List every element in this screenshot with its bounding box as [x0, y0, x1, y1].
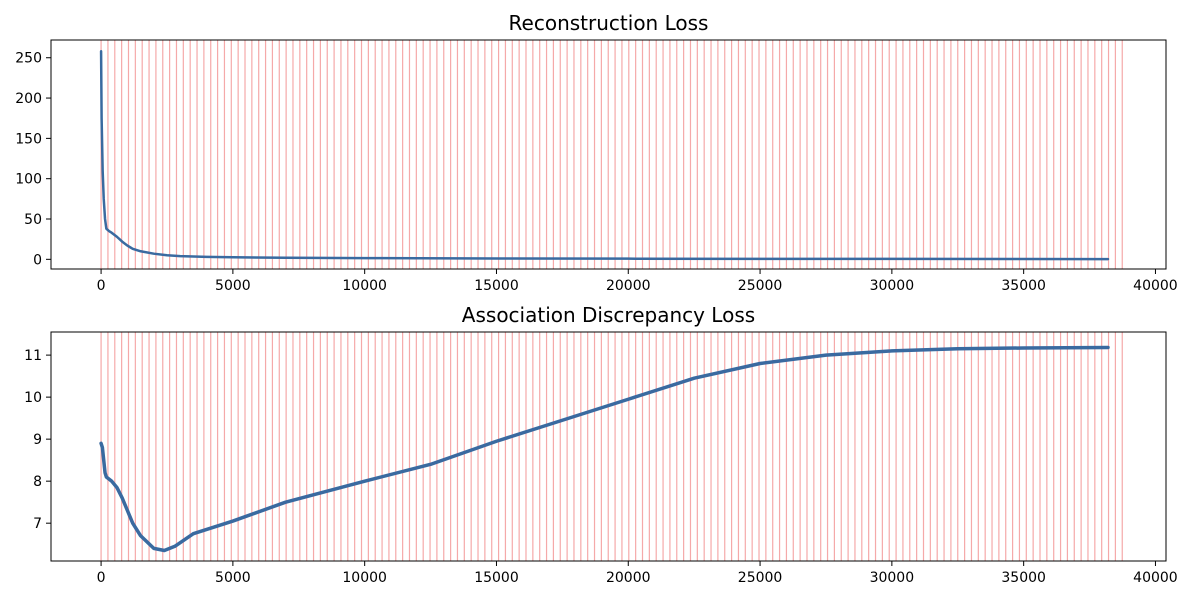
y-tick-label: 11 [24, 348, 42, 364]
x-tick-label: 5000 [215, 570, 251, 586]
chart-panel-2: Association Discrepancy Loss 0 5000 10000 15… [24, 303, 1178, 586]
y-tick-label: 0 [33, 252, 42, 268]
y-tick-label: 50 [24, 212, 42, 228]
axes-frame [50, 331, 1167, 562]
plot-area [99, 332, 1123, 561]
axes-frame [50, 39, 1167, 270]
plot-area [99, 40, 1123, 269]
y-tick-label: 7 [33, 516, 42, 532]
y-tick-label: 200 [15, 91, 42, 107]
x-tick-label: 0 [97, 278, 106, 294]
y-tick-label: 100 [15, 172, 42, 188]
y-tick-label: 9 [33, 432, 42, 448]
x-tick-label: 15000 [474, 570, 519, 586]
x-tick-label: 40000 [1133, 570, 1178, 586]
x-tick-label: 40000 [1133, 278, 1178, 294]
x-tick-label: 20000 [606, 570, 651, 586]
series-line-1 [99, 50, 1110, 261]
x-tick-label: 25000 [738, 278, 783, 294]
chart-title: Reconstruction Loss [509, 11, 709, 35]
chart-title: Association Discrepancy Loss [462, 303, 755, 327]
x-tick-label: 10000 [342, 570, 387, 586]
x-tick-label: 35000 [1001, 278, 1046, 294]
x-tick-label: 20000 [606, 278, 651, 294]
x-tick-label: 35000 [1001, 570, 1046, 586]
vertical-markers [100, 40, 1123, 269]
chart-panel-1: Reconstruction Loss 0 5000 10000 15000 20000 2… [15, 11, 1177, 294]
x-tick-label: 30000 [870, 278, 915, 294]
x-tick-label: 25000 [738, 570, 783, 586]
x-tick-label: 30000 [870, 570, 915, 586]
x-tick-label: 15000 [474, 278, 519, 294]
y-tick-label: 250 [15, 51, 42, 67]
x-tick-label: 10000 [342, 278, 387, 294]
y-tick-label: 8 [33, 474, 42, 490]
x-tick-label: 0 [97, 570, 106, 586]
x-tick-label: 5000 [215, 278, 251, 294]
y-tick-label: 150 [15, 131, 42, 147]
vertical-markers [100, 332, 1123, 561]
series-line-1 [99, 345, 1110, 553]
y-tick-label: 10 [24, 390, 42, 406]
